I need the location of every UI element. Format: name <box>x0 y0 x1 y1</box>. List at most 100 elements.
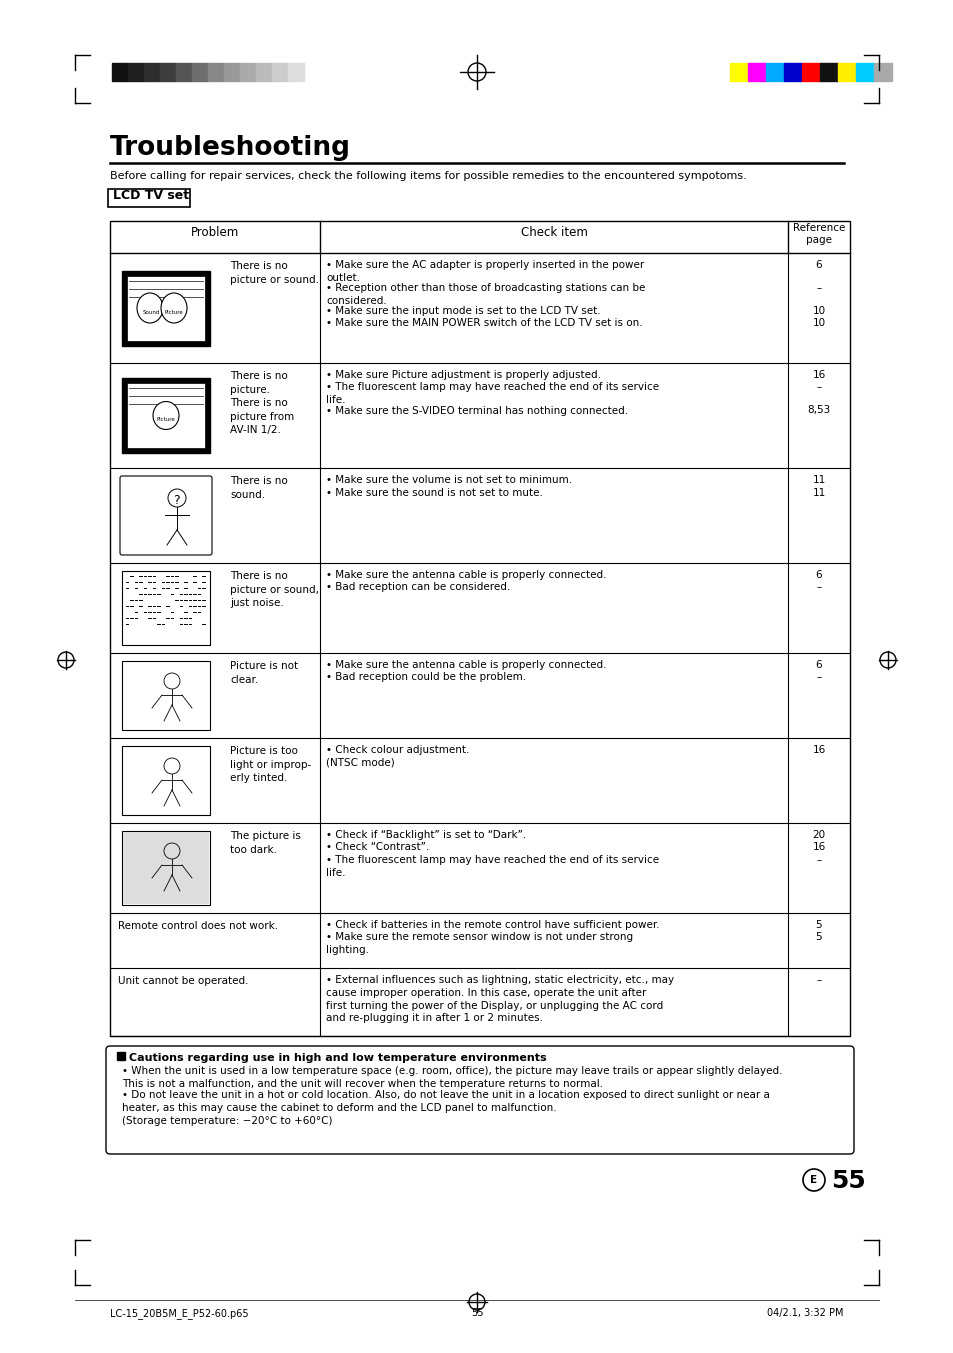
Text: Unit cannot be operated.: Unit cannot be operated. <box>118 976 248 986</box>
Text: • Make sure the volume is not set to minimum.: • Make sure the volume is not set to min… <box>326 475 572 484</box>
Bar <box>288 64 304 81</box>
Text: 55: 55 <box>830 1169 864 1193</box>
Bar <box>144 64 160 81</box>
Bar <box>122 746 210 815</box>
Text: –: – <box>816 283 821 294</box>
Text: E: E <box>810 1174 817 1185</box>
Text: • Check if batteries in the remote control have sufficient power.: • Check if batteries in the remote contr… <box>326 920 659 930</box>
Bar <box>820 64 837 81</box>
Text: 10: 10 <box>812 318 824 329</box>
Bar <box>122 271 210 345</box>
Bar <box>783 64 801 81</box>
Text: There is no
sound.: There is no sound. <box>230 476 288 499</box>
Text: Problem: Problem <box>191 226 239 239</box>
Bar <box>801 64 820 81</box>
Text: 6: 6 <box>815 260 821 271</box>
Text: • External influences such as lightning, static electricity, etc., may
cause imp: • External influences such as lightning,… <box>326 976 674 1023</box>
Text: –: – <box>816 383 821 392</box>
Bar <box>175 64 192 81</box>
Text: • Make sure the antenna cable is properly connected.: • Make sure the antenna cable is properl… <box>326 570 606 580</box>
Text: Before calling for repair services, check the following items for possible remed: Before calling for repair services, chec… <box>110 170 746 181</box>
Bar <box>240 64 255 81</box>
Ellipse shape <box>152 402 179 429</box>
Bar <box>122 377 210 453</box>
Text: Cautions regarding use in high and low temperature environments: Cautions regarding use in high and low t… <box>129 1053 546 1063</box>
Text: Check item: Check item <box>520 226 587 239</box>
Text: There is no
picture.
There is no
picture from
AV-IN 1/2.: There is no picture. There is no picture… <box>230 371 294 436</box>
Text: • Make sure the MAIN POWER switch of the LCD TV set is on.: • Make sure the MAIN POWER switch of the… <box>326 318 642 329</box>
Text: 10: 10 <box>812 306 824 317</box>
Text: • Check if “Backlight” is set to “Dark”.: • Check if “Backlight” is set to “Dark”. <box>326 829 526 840</box>
Bar <box>747 64 765 81</box>
Text: There is no
picture or sound,
just noise.: There is no picture or sound, just noise… <box>230 571 318 609</box>
Text: –: – <box>816 976 821 985</box>
Bar <box>127 276 205 341</box>
Text: • Bad reception can be considered.: • Bad reception can be considered. <box>326 583 510 593</box>
Text: • Make sure Picture adjustment is properly adjusted.: • Make sure Picture adjustment is proper… <box>326 369 600 380</box>
Text: LC-15_20B5M_E_P52-60.p65: LC-15_20B5M_E_P52-60.p65 <box>110 1308 249 1319</box>
Text: 11: 11 <box>812 487 824 498</box>
Text: • Make sure the input mode is set to the LCD TV set.: • Make sure the input mode is set to the… <box>326 306 600 317</box>
Bar <box>255 64 272 81</box>
Bar <box>224 64 240 81</box>
Text: Troubleshooting: Troubleshooting <box>110 135 351 161</box>
Text: 5: 5 <box>815 920 821 930</box>
Text: 55: 55 <box>470 1308 483 1318</box>
Bar <box>873 64 891 81</box>
Bar <box>837 64 855 81</box>
Text: LCD TV set: LCD TV set <box>112 189 189 202</box>
Text: –: – <box>816 583 821 593</box>
Text: • Make sure the S-VIDEO terminal has nothing connected.: • Make sure the S-VIDEO terminal has not… <box>326 406 627 415</box>
Bar <box>122 662 210 731</box>
Text: 6: 6 <box>815 570 821 580</box>
Text: • Do not leave the unit in a hot or cold location. Also, do not leave the unit i: • Do not leave the unit in a hot or cold… <box>122 1091 769 1126</box>
Text: Remote control does not work.: Remote control does not work. <box>118 921 278 931</box>
Ellipse shape <box>161 294 187 323</box>
Text: • Make sure the sound is not set to mute.: • Make sure the sound is not set to mute… <box>326 487 542 498</box>
Bar <box>160 64 175 81</box>
Text: 16: 16 <box>812 746 824 755</box>
Text: • Reception other than those of broadcasting stations can be
considered.: • Reception other than those of broadcas… <box>326 283 644 306</box>
Bar <box>128 64 144 81</box>
Text: The picture is
too dark.: The picture is too dark. <box>230 831 300 855</box>
Text: • The fluorescent lamp may have reached the end of its service
life.: • The fluorescent lamp may have reached … <box>326 855 659 878</box>
Text: 16: 16 <box>812 843 824 852</box>
Text: 04/2.1, 3:32 PM: 04/2.1, 3:32 PM <box>767 1308 843 1318</box>
Text: • Check colour adjustment.
(NTSC mode): • Check colour adjustment. (NTSC mode) <box>326 746 469 767</box>
Text: Picture is too
light or improp-
erly tinted.: Picture is too light or improp- erly tin… <box>230 746 311 783</box>
Bar <box>108 189 190 207</box>
Text: Picture: Picture <box>157 417 175 422</box>
Text: 20: 20 <box>812 829 824 840</box>
Text: • The fluorescent lamp may have reached the end of its service
life.: • The fluorescent lamp may have reached … <box>326 383 659 406</box>
Bar <box>122 571 210 645</box>
Ellipse shape <box>137 294 163 323</box>
Bar <box>192 64 208 81</box>
Text: Picture is not
clear.: Picture is not clear. <box>230 662 297 685</box>
Bar <box>122 831 210 905</box>
Text: • Bad reception could be the problem.: • Bad reception could be the problem. <box>326 672 525 682</box>
Text: 6: 6 <box>815 660 821 670</box>
Bar <box>117 1053 125 1059</box>
Text: Sound: Sound <box>143 310 160 314</box>
Text: 16: 16 <box>812 369 824 380</box>
Bar <box>208 64 224 81</box>
Bar <box>110 221 849 1036</box>
Text: ?: ? <box>172 494 179 507</box>
Bar <box>112 64 128 81</box>
Text: 5: 5 <box>815 932 821 943</box>
Text: • Make sure the antenna cable is properly connected.: • Make sure the antenna cable is properl… <box>326 660 606 670</box>
Bar <box>765 64 783 81</box>
Text: There is no
picture or sound.: There is no picture or sound. <box>230 261 318 284</box>
Text: –: – <box>816 855 821 865</box>
Text: • When the unit is used in a low temperature space (e.g. room, office), the pict: • When the unit is used in a low tempera… <box>122 1066 781 1089</box>
Text: • Check “Contrast”.: • Check “Contrast”. <box>326 843 429 852</box>
Text: –: – <box>816 672 821 682</box>
Bar <box>855 64 873 81</box>
Bar <box>729 64 747 81</box>
Text: 8,53: 8,53 <box>806 406 830 415</box>
Text: • Make sure the remote sensor window is not under strong
lighting.: • Make sure the remote sensor window is … <box>326 932 633 955</box>
Bar <box>272 64 288 81</box>
Text: 11: 11 <box>812 475 824 484</box>
Bar <box>123 832 209 904</box>
Text: Picture: Picture <box>165 310 184 314</box>
